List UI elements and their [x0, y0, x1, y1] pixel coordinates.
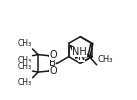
- Text: CH₃: CH₃: [97, 55, 113, 64]
- Text: CH₃: CH₃: [18, 40, 32, 48]
- Text: CH₃: CH₃: [18, 62, 32, 70]
- Text: O: O: [49, 50, 57, 60]
- Text: CH₃: CH₃: [18, 56, 32, 65]
- Text: B: B: [49, 58, 56, 68]
- Text: CH₃: CH₃: [18, 78, 32, 87]
- Text: O: O: [49, 66, 57, 76]
- Text: N: N: [78, 52, 85, 62]
- Text: NH: NH: [72, 47, 87, 57]
